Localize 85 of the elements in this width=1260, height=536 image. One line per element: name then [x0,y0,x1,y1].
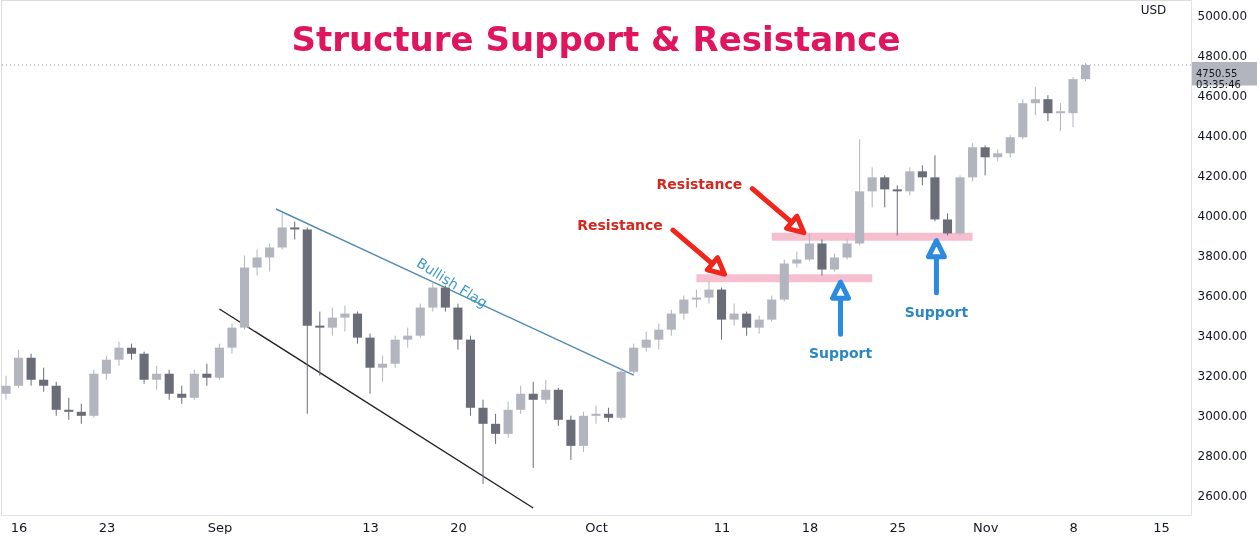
y-tick-label: 3600.00 [1197,289,1248,304]
candlestick [880,174,890,208]
candlestick [378,355,388,383]
annotation: Resistance [577,217,663,234]
candlestick [767,295,777,323]
candlestick [1,375,11,401]
x-tick-label: 20 [450,519,467,535]
candlestick [516,385,526,415]
x-tick-label: Nov [972,519,999,535]
candlestick [829,252,840,273]
y-tick-label: 4200.00 [1197,168,1248,183]
y-tick-label: 3800.00 [1197,249,1248,263]
candlestick [804,232,814,263]
candlestick [792,250,802,269]
candlestick [917,164,927,186]
candlestick [754,315,764,335]
y-tick-label: 3000.00 [1197,409,1248,424]
candlestick [654,323,664,351]
candlestick [265,242,275,273]
candlestick [315,311,325,377]
candlestick [101,355,111,381]
candlestick [26,353,36,387]
candlestick [114,341,124,367]
y-axis-title: USD [1140,2,1167,17]
annotation: Support [808,345,873,362]
candlestick [478,399,488,485]
candlestick [704,281,714,305]
candlestick [842,238,852,260]
candlestick [641,331,651,353]
candlestick [491,413,501,445]
y-tick-label: 4600.00 [1197,88,1248,103]
candlestick [1055,102,1066,132]
candlestick [202,363,212,387]
candlestick [679,295,689,321]
candlestick [64,397,74,421]
candlestick [528,381,538,469]
candlestick [742,311,752,337]
candlestick [867,166,877,208]
x-tick-label: 13 [362,519,379,535]
candlestick [942,212,953,236]
candlestick [76,403,86,425]
candlestick [164,369,174,401]
candlestick [1081,62,1091,82]
candlestick [591,405,601,425]
x-tick-label: Oct [585,519,608,535]
x-tick-label: Sep [207,519,233,535]
candlestick [403,327,413,349]
candlestick [892,184,902,236]
candlestick [340,305,350,333]
y-tick-label: 4800.00 [1197,48,1248,63]
candlestick [1005,134,1015,158]
candlestick [905,166,915,196]
candlestick [227,323,237,355]
candlestick [177,385,187,405]
candlestick [729,303,739,327]
x-tick-label: 15 [1153,519,1170,535]
candlestick [277,212,287,250]
candlestick [252,248,262,277]
candlestick [1043,94,1053,122]
y-tick-label: 2800.00 [1197,449,1248,464]
candlestick [980,144,990,176]
candlestick [541,379,551,405]
candlestick [152,365,162,391]
text: Structure Support & Resistance [291,19,901,59]
x-tick-label: 25 [889,519,907,535]
candlestick [290,220,300,240]
candlestick [666,309,676,337]
x-tick-label: 18 [801,519,819,535]
candlestick [39,367,49,393]
y-tick-label: 4400.00 [1197,128,1248,143]
y-tick-label: 2600.00 [1197,489,1248,504]
candlestick [327,307,337,337]
ref-line-label: 4750.55 03:35:46 [1196,67,1241,90]
y-tick-label: 5000.00 [1197,8,1248,23]
annotation: Support [904,303,969,320]
candlestick [691,289,701,309]
x-tick-label: 11 [713,519,731,535]
y-tick-label: 3400.00 [1197,329,1248,344]
x-tick-label: 16 [10,519,28,535]
x-tick-label: 23 [98,519,116,535]
candlestick [1030,86,1040,116]
y-tick-label: 4000.00 [1197,208,1248,223]
x-tick-label: 8 [1069,519,1078,535]
y-tick-label: 3200.00 [1197,369,1248,384]
annotation: Resistance [656,175,743,192]
